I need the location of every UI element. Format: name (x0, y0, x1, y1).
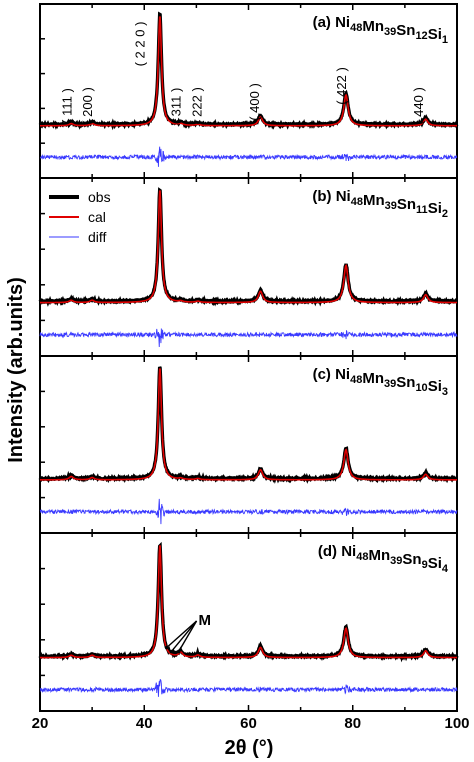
cal-curve (40, 16, 457, 127)
reflection-label: ( 400 ) (247, 83, 262, 121)
obs-curve (38, 11, 459, 131)
y-axis-label: Intensity (arb.units) (5, 277, 27, 463)
annotation-m: M (199, 612, 212, 629)
diff-curve (39, 146, 458, 167)
x-tick-label: 20 (32, 715, 49, 732)
reflection-label: ( 200 ) (80, 87, 95, 125)
x-axis: 20 40 60 80 100 (32, 715, 470, 732)
annotation-arrowhead (169, 649, 174, 654)
panel-label-c: (c) Ni48Mn39Sn10Si3 (313, 366, 448, 398)
annotation-arrowhead (164, 645, 169, 650)
legend-label-obs: obs (88, 189, 111, 205)
x-tick-label: 80 (344, 715, 361, 732)
diff-curve (39, 498, 458, 525)
legend: obs cal diff (49, 189, 111, 245)
annotation-arrow (166, 620, 198, 649)
panel-label-a: (a) Ni48Mn39Sn12Si1 (313, 14, 448, 46)
annotation-arrow (178, 620, 198, 652)
x-tick-label: 60 (240, 715, 257, 732)
obs-curve (38, 187, 458, 307)
reflection-label: ( 111 ) (59, 88, 74, 124)
panel-c: (c) Ni48Mn39Sn10Si3 (38, 355, 458, 534)
reflection-label: ( 222 ) (190, 87, 205, 125)
diff-curve (39, 328, 458, 348)
x-tick-label: 100 (444, 715, 469, 732)
x-tick-label: 40 (136, 715, 153, 732)
diff-curve (39, 679, 458, 697)
annotation-arrowhead (176, 649, 181, 654)
panel-label-b: (b) Ni48Mn39Sn11Si2 (312, 188, 448, 220)
legend-label-cal: cal (88, 209, 106, 225)
cal-curve (40, 368, 457, 481)
cal-curve (40, 545, 457, 659)
panel-d: (d) Ni48Mn39Sn9Si4 M (38, 532, 459, 712)
reflection-label: ( 440 ) (411, 87, 426, 125)
reflection-label: ( 2 2 0 ) (132, 22, 147, 67)
cal-curve (40, 190, 457, 304)
x-axis-label: 2θ (°) (225, 737, 274, 759)
annotation-arrow (170, 620, 198, 653)
legend-label-diff: diff (88, 229, 107, 245)
panels-layer: (a) Ni48Mn39Sn12Si1 ( 111 ) ( 200 ) ( 2 2 0… (38, 3, 459, 712)
reflection-label: ( 422 ) (334, 67, 349, 105)
panel-a: (a) Ni48Mn39Sn12Si1 ( 111 ) ( 200 ) ( 2 2 0… (38, 3, 459, 179)
reflection-label: ( 311 ) (169, 88, 184, 125)
panel-label-d: (d) Ni48Mn39Sn9Si4 (318, 543, 449, 575)
